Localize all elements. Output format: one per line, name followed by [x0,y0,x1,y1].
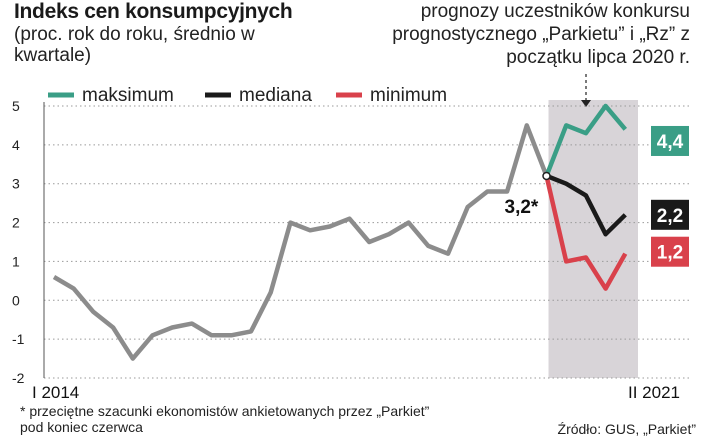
end-badge-min [651,236,689,267]
y-tick-label: -1 [12,331,25,347]
legend-label-max: maksimum [82,85,174,106]
page-title: Indeks cen konsumpcyjnych [14,0,293,23]
end-badge-max [651,125,689,156]
y-tick-label: 0 [12,292,20,308]
y-tick-label: 5 [12,98,20,114]
end-label-min: 1,2 [657,243,683,264]
legend-label-min: minimum [370,85,447,106]
x-label-last: II 2021 [628,383,680,402]
forecast-band [548,100,638,378]
history-line [52,123,549,361]
estimate-marker [542,171,551,181]
source-note: Źródło: GUS, „Parkiet” [557,421,696,437]
y-tick-label: 2 [12,215,20,231]
forecast-line-min [544,175,628,291]
y-tick-label: 3 [12,176,20,192]
y-tick-label: 1 [12,253,20,269]
footnote: * przeciętne szacunki ekonomistów ankiet… [20,403,430,435]
subtitle: (proc. rok do roku, średnio w kwartale) [14,24,255,66]
estimate-label: 3,2* [505,197,539,218]
forecast-note-arrow [581,100,591,107]
end-label-max: 4,4 [657,132,684,153]
legend-label-median: mediana [239,85,312,106]
end-label-median: 2,2 [657,206,683,227]
forecast-line-median [545,173,627,237]
end-badge-median [651,199,689,230]
y-tick-label: 4 [12,137,20,153]
forecast-note: prognozy uczestników konkursu prognostyc… [392,1,690,68]
forecast-line-max [544,103,628,177]
x-label-first: I 2014 [32,383,79,402]
y-tick-label: -2 [12,370,25,386]
